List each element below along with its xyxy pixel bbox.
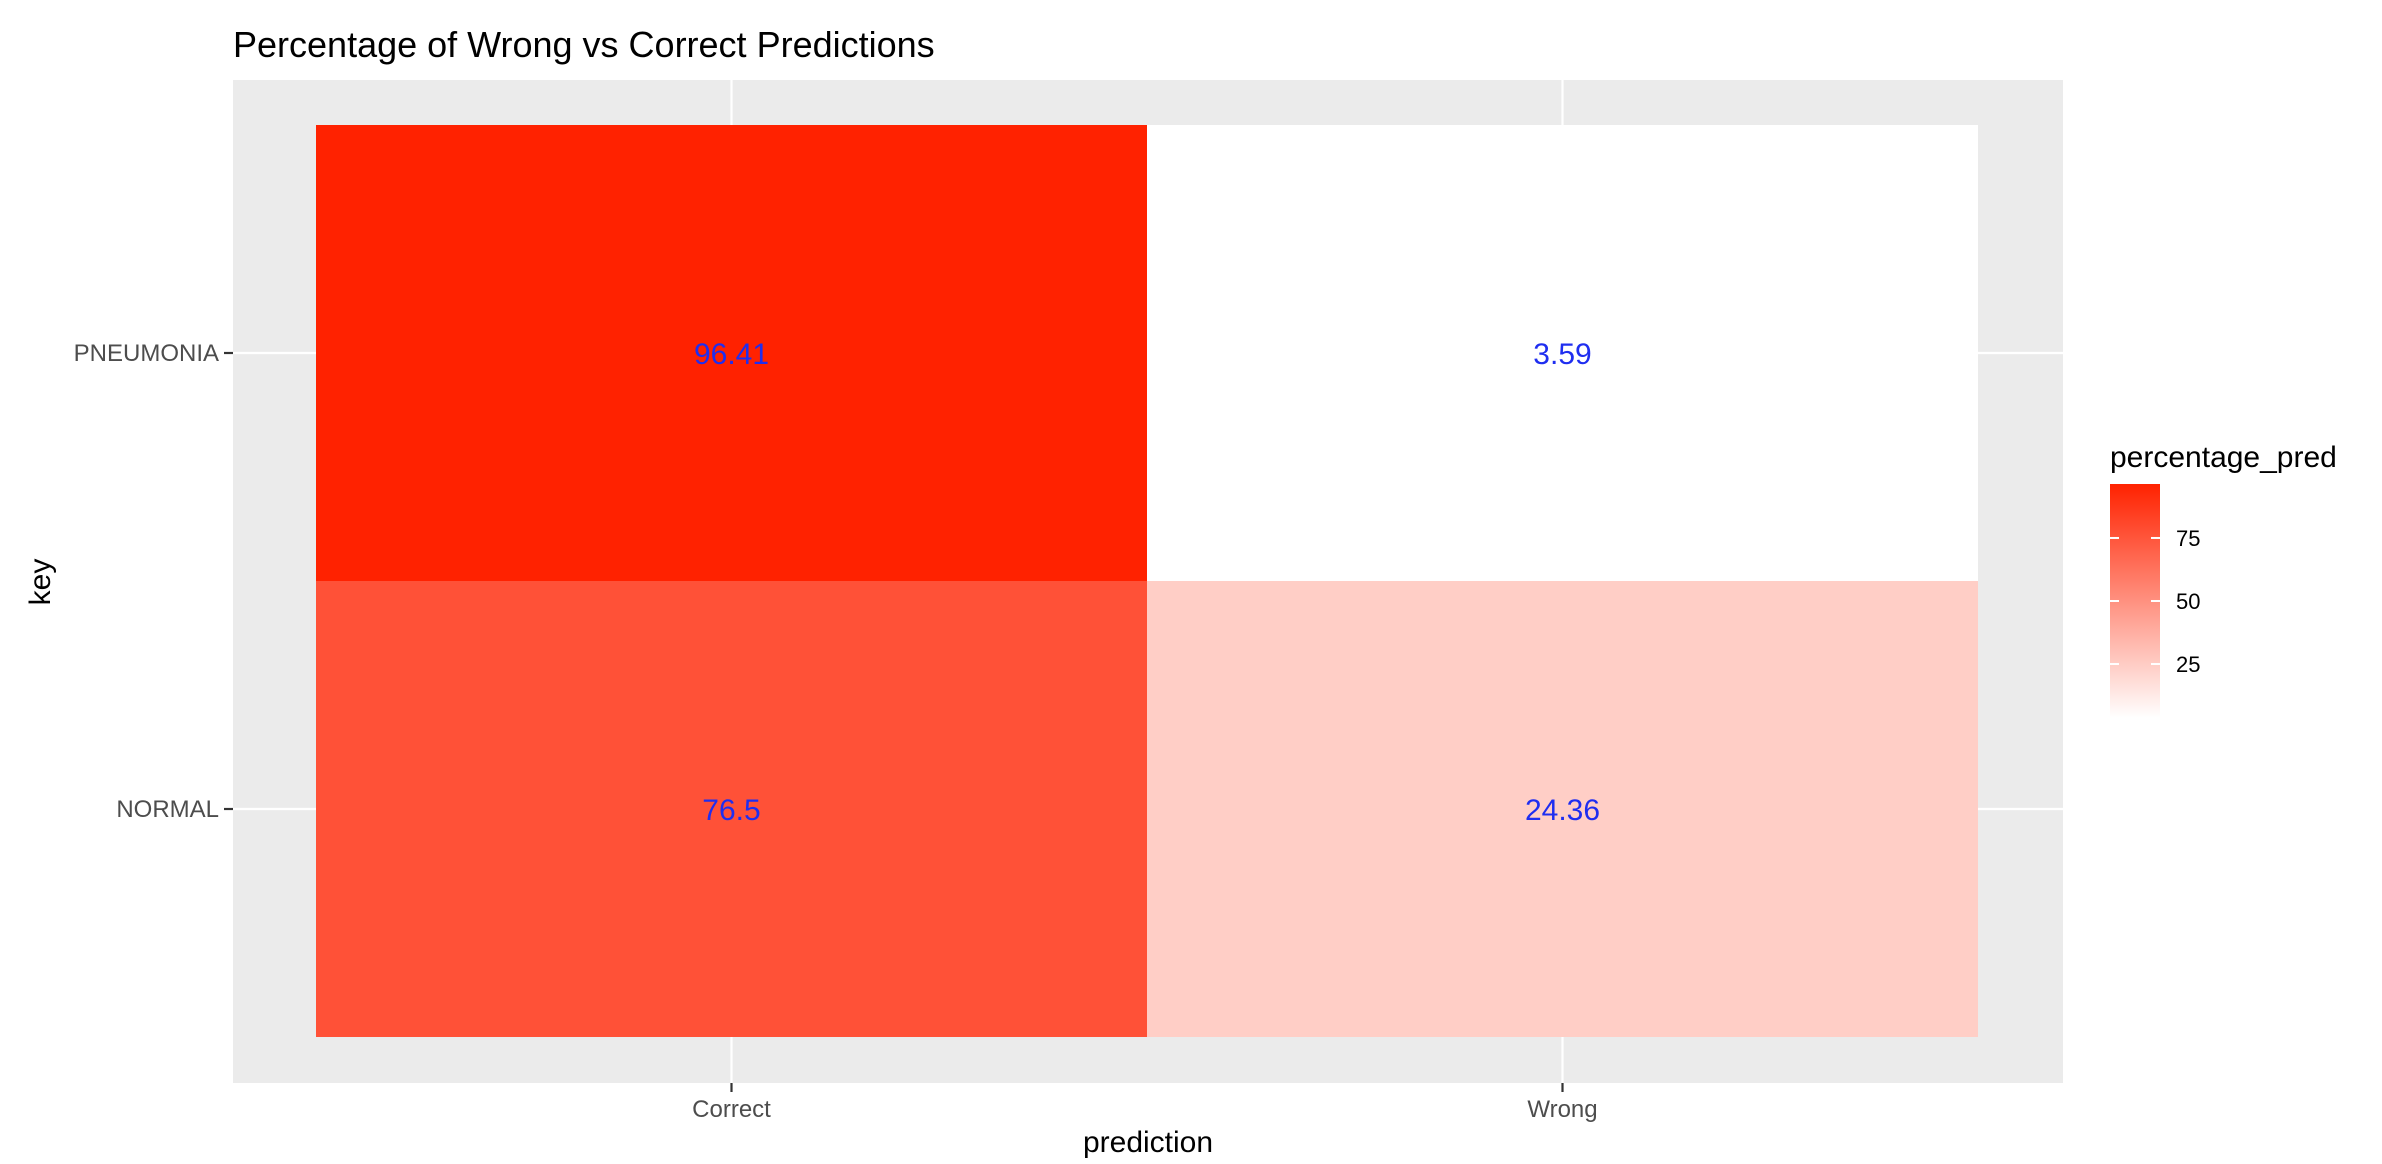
cell-label-normal-wrong: 24.36 bbox=[1525, 794, 1600, 827]
y-axis-title: key bbox=[24, 559, 57, 606]
cell-label-pneumonia-wrong: 3.59 bbox=[1533, 338, 1591, 371]
cell-label-pneumonia-correct: 96.41 bbox=[694, 338, 769, 371]
legend-tick-label-50: 50 bbox=[2176, 589, 2200, 614]
x-tick-label-wrong: Wrong bbox=[1527, 1096, 1597, 1123]
heatmap-cells bbox=[316, 125, 1978, 1037]
y-axis: NORMAL PNEUMONIA bbox=[74, 340, 233, 823]
x-axis-title: prediction bbox=[1083, 1126, 1213, 1159]
y-tick-label-normal: NORMAL bbox=[116, 796, 219, 823]
heatmap-cell-pneumonia-wrong bbox=[1147, 125, 1978, 581]
x-axis: Correct Wrong bbox=[692, 1083, 1598, 1123]
cell-label-normal-correct: 76.5 bbox=[702, 794, 760, 827]
y-tick-label-pneumonia: PNEUMONIA bbox=[74, 340, 219, 367]
legend-title: percentage_pred bbox=[2110, 441, 2337, 474]
heatmap-cell-normal-wrong bbox=[1147, 581, 1978, 1037]
heatmap-cell-pneumonia-correct bbox=[316, 125, 1147, 581]
legend-tick-label-75: 75 bbox=[2176, 526, 2200, 551]
legend-ticks: 25 50 75 bbox=[2110, 526, 2200, 677]
x-tick-label-correct: Correct bbox=[692, 1096, 771, 1123]
chart-title: Percentage of Wrong vs Correct Predictio… bbox=[233, 24, 935, 65]
legend-tick-label-25: 25 bbox=[2176, 652, 2200, 677]
heatmap-cell-labels: 96.41 3.59 76.5 24.36 bbox=[694, 338, 1600, 827]
color-legend: percentage_pred 25 50 75 bbox=[2110, 441, 2337, 718]
heatmap-cell-normal-correct bbox=[316, 581, 1147, 1037]
